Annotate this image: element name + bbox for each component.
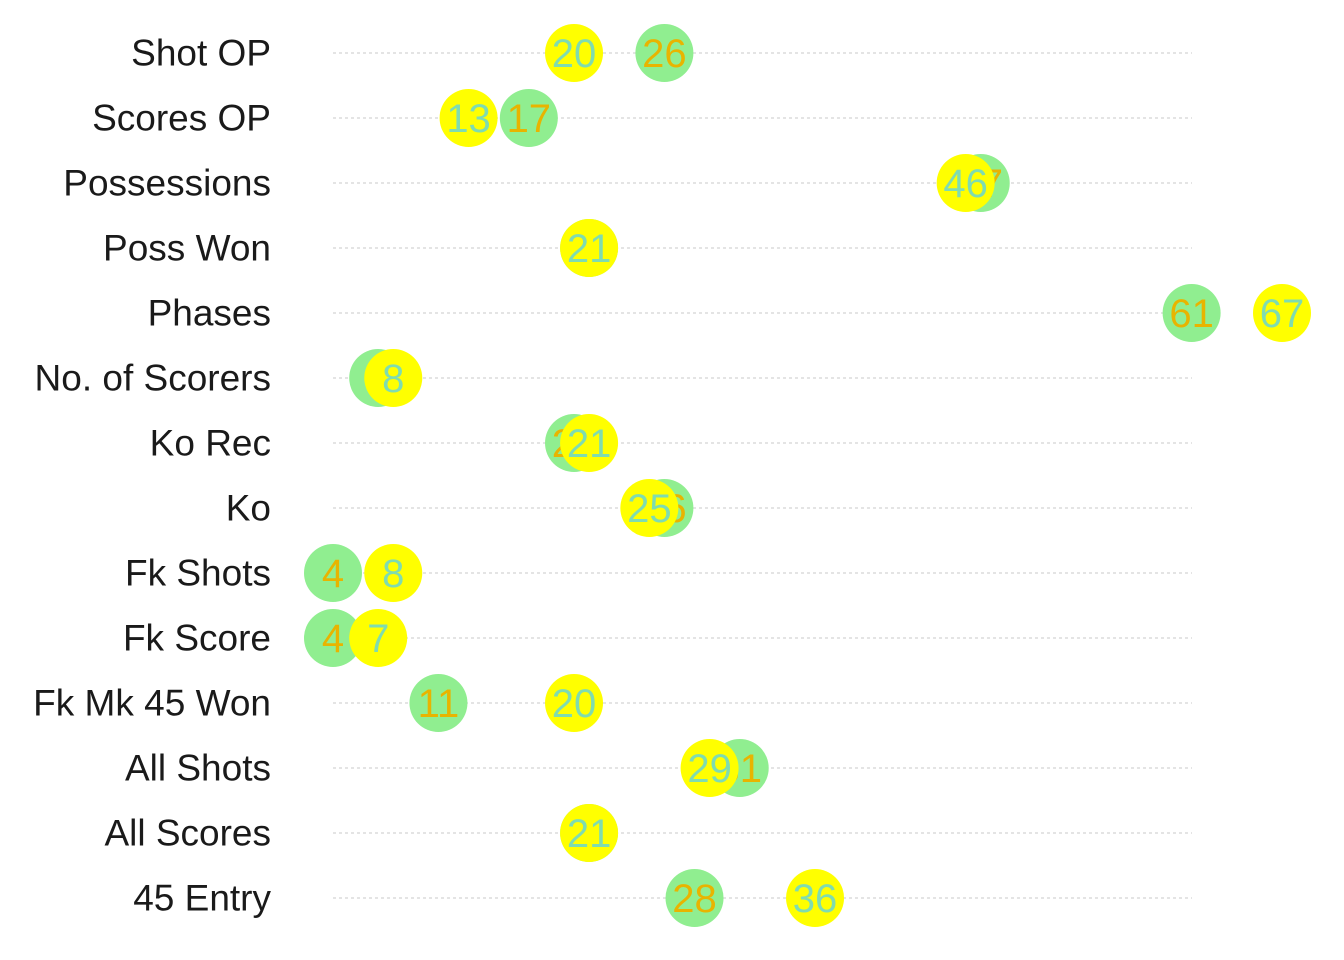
point-value-label: 20 xyxy=(552,32,597,76)
point-marker xyxy=(560,804,619,862)
category-label: All Shots xyxy=(125,748,271,789)
point-value-label: 17 xyxy=(507,97,552,141)
point-marker xyxy=(364,544,423,602)
point-value-label: 20 xyxy=(552,682,597,726)
point-marker xyxy=(545,24,604,82)
point-marker xyxy=(499,89,558,147)
category-label: No. of Scorers xyxy=(35,358,271,399)
point-marker xyxy=(786,869,845,927)
point-value-label: 8 xyxy=(382,552,404,596)
point-marker xyxy=(364,349,423,407)
category-label: Phases xyxy=(148,293,271,334)
point-value-label: 8 xyxy=(382,357,404,401)
point-marker xyxy=(680,739,739,797)
category-label: All Scores xyxy=(104,813,271,854)
point-value-label: 4 xyxy=(322,552,344,596)
point-marker xyxy=(439,89,498,147)
point-marker xyxy=(409,674,468,732)
category-label: Fk Score xyxy=(123,618,271,659)
point-marker xyxy=(560,414,619,472)
gridlines xyxy=(333,52,1192,899)
category-labels: Shot OP Scores OP Possessions Poss Won Phase… xyxy=(33,33,271,919)
point-value-label: 29 xyxy=(687,747,732,791)
point-marker xyxy=(620,479,679,537)
category-label: Fk Mk 45 Won xyxy=(33,683,271,724)
point-value-label: 21 xyxy=(567,812,612,856)
point-value-label: 28 xyxy=(672,877,717,921)
point-marker xyxy=(560,219,619,277)
category-label: Fk Shots xyxy=(125,553,271,594)
data-points: 2617472161720264411312128201346216782125… xyxy=(304,24,1311,927)
category-label: 45 Entry xyxy=(133,878,271,919)
category-label: Possessions xyxy=(63,163,271,204)
point-value-label: 21 xyxy=(567,227,612,271)
point-marker xyxy=(304,609,362,667)
point-value-label: 61 xyxy=(1169,292,1214,336)
category-label: Poss Won xyxy=(103,228,271,269)
point-value-label: 11 xyxy=(418,682,460,726)
category-label: Shot OP xyxy=(131,33,271,74)
point-marker xyxy=(349,609,408,667)
point-marker xyxy=(936,154,995,212)
category-label: Ko Rec xyxy=(150,423,271,464)
category-label: Ko xyxy=(226,488,271,529)
point-value-label: 67 xyxy=(1260,292,1305,336)
point-value-label: 13 xyxy=(446,97,491,141)
point-marker xyxy=(545,674,604,732)
point-value-label: 36 xyxy=(793,877,838,921)
point-marker xyxy=(635,24,694,82)
category-label: Scores OP xyxy=(92,98,271,139)
point-marker xyxy=(1253,284,1311,342)
point-value-label: 4 xyxy=(322,617,344,661)
point-value-label: 46 xyxy=(943,162,988,206)
point-value-label: 25 xyxy=(627,487,672,531)
point-marker xyxy=(304,544,362,602)
point-marker xyxy=(665,869,724,927)
point-marker xyxy=(1162,284,1221,342)
point-value-label: 7 xyxy=(367,617,389,661)
point-value-label: 26 xyxy=(642,32,687,76)
point-value-label: 21 xyxy=(567,422,612,466)
